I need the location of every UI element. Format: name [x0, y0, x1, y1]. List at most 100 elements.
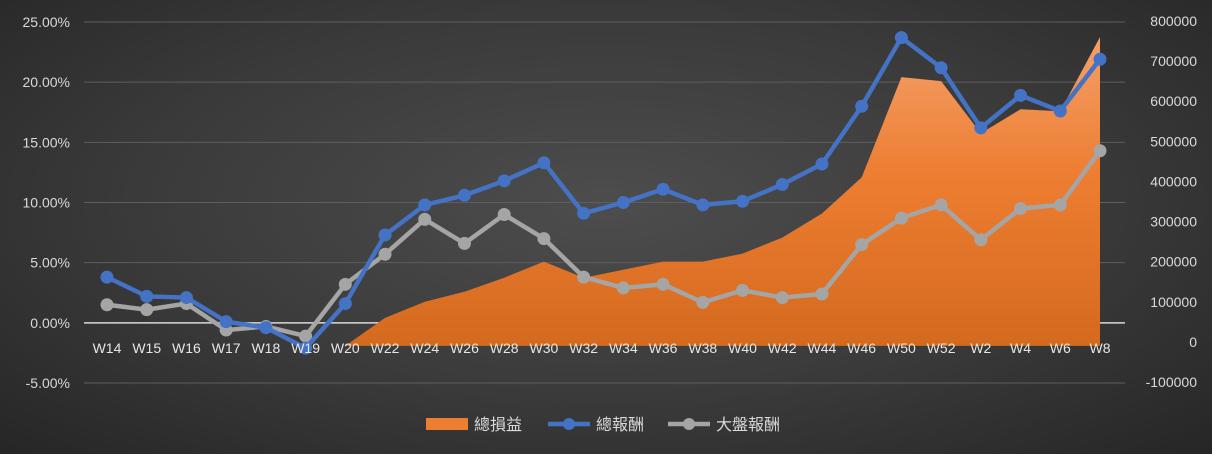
data-point-大盤報酬-W34: [616, 281, 630, 295]
right-tick-label: 300000: [1150, 214, 1197, 230]
legend-swatch: [426, 418, 468, 430]
data-point-總報酬-W32: [577, 206, 591, 220]
x-axis: W14 W15 W16 W17 W18 W19 W20 W22 W24 W26 W28 W30 W32 W…: [93, 340, 1111, 356]
data-point-總報酬-W15: [140, 289, 154, 303]
data-point-大盤報酬-W42: [775, 291, 789, 305]
x-tick-label: W17: [212, 340, 241, 356]
data-point-總報酬-W42: [775, 177, 789, 191]
legend-item-總損益: 總損益: [426, 415, 522, 434]
x-tick-label: W14: [93, 340, 122, 356]
legend-marker: [563, 418, 575, 430]
data-point-大盤報酬-W2: [974, 233, 988, 247]
x-tick-label: W38: [688, 340, 717, 356]
legend-label: 總報酬: [596, 415, 644, 434]
right-tick-label: 600000: [1150, 93, 1197, 109]
x-tick-label: W36: [649, 340, 678, 356]
data-point-總報酬-W8: [1093, 52, 1107, 66]
data-point-總報酬-W24: [418, 198, 432, 212]
data-point-大盤報酬-W8: [1093, 144, 1107, 158]
x-tick-label: W18: [251, 340, 280, 356]
data-point-大盤報酬-W44: [815, 287, 829, 301]
x-tick-label: W8: [1090, 340, 1111, 356]
data-point-大盤報酬-W50: [894, 211, 908, 225]
data-point-總報酬-W34: [616, 196, 630, 209]
x-tick-label: W34: [609, 340, 638, 356]
x-tick-label: W2: [970, 340, 991, 356]
x-tick-label: W42: [768, 340, 797, 356]
data-point-總報酬-W28: [497, 174, 511, 188]
data-point-總報酬-W50: [894, 31, 908, 45]
data-point-總報酬-W22: [378, 228, 392, 242]
data-point-總報酬-W26: [457, 188, 471, 202]
x-tick-label: W30: [530, 340, 559, 356]
data-point-大盤報酬-W19: [299, 329, 313, 343]
data-point-大盤報酬-W26: [457, 236, 471, 250]
data-point-大盤報酬-W46: [855, 238, 869, 252]
right-tick-label: 200000: [1150, 254, 1197, 270]
left-tick-label: 15.00%: [23, 134, 70, 150]
x-tick-label: W24: [410, 340, 439, 356]
right-tick-label: -100000: [1146, 374, 1198, 390]
x-tick-label: W32: [569, 340, 598, 356]
left-tick-label: -5.00%: [26, 375, 70, 391]
x-tick-label: W26: [450, 340, 479, 356]
right-tick-label: 500000: [1150, 133, 1197, 149]
data-point-總報酬-W14: [100, 270, 114, 284]
x-tick-label: W46: [847, 340, 876, 356]
data-point-大盤報酬-W28: [497, 208, 511, 222]
x-tick-label: W16: [172, 340, 201, 356]
left-tick-label: 25.00%: [23, 14, 70, 30]
data-point-大盤報酬-W22: [378, 247, 392, 261]
data-point-總報酬-W2: [974, 121, 988, 135]
right-tick-label: 800000: [1150, 13, 1197, 29]
left-tick-label: 10.00%: [23, 195, 70, 211]
data-point-大盤報酬-W4: [1014, 202, 1028, 216]
series-line-大盤報酬: [104, 148, 1103, 339]
plot-area: [107, 37, 1100, 346]
x-tick-label: W15: [132, 340, 161, 356]
x-tick-label: W50: [887, 340, 916, 356]
right-tick-label: 700000: [1150, 53, 1197, 69]
legend-label: 總損益: [474, 415, 522, 434]
data-point-大盤報酬-W30: [537, 232, 551, 246]
right-tick-label: 100000: [1150, 294, 1197, 310]
left-tick-label: 20.00%: [23, 74, 70, 90]
data-point-大盤報酬-W20: [338, 277, 352, 291]
data-point-總報酬-W36: [656, 182, 670, 196]
data-point-大盤報酬-W14: [100, 298, 114, 312]
left-tick-label: 5.00%: [30, 255, 70, 271]
data-point-大盤報酬-W52: [934, 198, 948, 212]
data-point-總報酬-W6: [1053, 104, 1067, 118]
x-tick-label: W22: [371, 340, 400, 356]
series-總報酬: [100, 31, 1107, 355]
data-point-總報酬-W30: [537, 156, 551, 170]
x-tick-label: W6: [1050, 340, 1071, 356]
data-point-總報酬-W18: [259, 321, 273, 335]
x-tick-label: W28: [490, 340, 519, 356]
right-tick-label: 400000: [1150, 173, 1197, 189]
x-tick-label: W52: [927, 340, 956, 356]
legend-item-總報酬: 總報酬: [548, 415, 644, 434]
data-point-大盤報酬-W36: [656, 277, 670, 291]
left-axis: 25.00% 20.00% 15.00% 10.00% 5.00% 0.00% -5.00%: [23, 14, 70, 391]
legend-marker: [683, 418, 695, 430]
data-point-總報酬-W4: [1014, 88, 1028, 102]
data-point-大盤報酬-W6: [1053, 198, 1067, 212]
x-tick-label: W19: [291, 340, 320, 356]
left-tick-label: 0.00%: [30, 315, 70, 331]
data-point-總報酬-W38: [696, 198, 710, 212]
data-point-總報酬-W19: [299, 341, 313, 355]
data-point-總報酬-W44: [815, 157, 829, 171]
data-point-總報酬-W17: [219, 315, 233, 329]
legend-item-大盤報酬: 大盤報酬: [668, 415, 780, 434]
legend-label: 大盤報酬: [716, 415, 780, 434]
x-tick-label: W20: [331, 340, 360, 356]
data-point-總報酬-W20: [338, 297, 352, 311]
data-point-總報酬-W46: [855, 99, 869, 113]
data-point-總報酬-W52: [934, 61, 948, 75]
x-tick-label: W4: [1010, 340, 1031, 356]
legend: 總損益 總報酬 大盤報酬: [426, 415, 780, 434]
data-point-大盤報酬-W40: [736, 283, 750, 297]
right-axis: 800000 700000 600000 500000 400000 300000 2000…: [1146, 13, 1198, 390]
